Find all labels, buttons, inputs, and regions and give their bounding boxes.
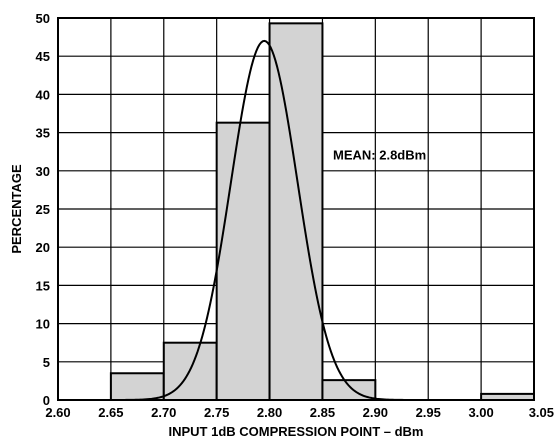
y-tick-labels: 0 5 10 15 20 25 30 35 40 45 50 xyxy=(36,11,50,408)
x-tick-label: 2.70 xyxy=(151,405,176,420)
y-tick-label: 30 xyxy=(36,164,50,179)
y-tick-label: 25 xyxy=(36,202,50,217)
x-axis-label: INPUT 1dB COMPRESSION POINT – dBm xyxy=(169,424,424,439)
x-tick-label: 2.75 xyxy=(204,405,229,420)
x-tick-label: 2.65 xyxy=(98,405,123,420)
mean-annotation: MEAN: 2.8dBm xyxy=(333,147,426,162)
histogram-bars xyxy=(109,22,536,402)
x-tick-label: 3.00 xyxy=(468,405,493,420)
y-tick-label: 20 xyxy=(36,240,50,255)
y-tick-label: 45 xyxy=(36,49,50,64)
y-tick-label: 5 xyxy=(43,355,50,370)
histogram-bar xyxy=(215,121,271,401)
histogram-bar xyxy=(268,22,324,402)
y-tick-label: 35 xyxy=(36,126,50,141)
x-tick-labels: 2.60 2.65 2.70 2.75 2.80 2.85 2.90 2.95 3.00 3.05 xyxy=(45,405,554,420)
y-tick-label: 0 xyxy=(43,393,50,408)
plot-frame xyxy=(57,17,535,401)
y-tick-label: 50 xyxy=(36,11,50,26)
x-tick-label: 2.90 xyxy=(363,405,388,420)
x-tick-label: 2.95 xyxy=(416,405,441,420)
x-tick-label: 2.85 xyxy=(310,405,335,420)
y-tick-label: 15 xyxy=(36,278,50,293)
y-tick-label: 40 xyxy=(36,87,50,102)
x-tick-label: 2.80 xyxy=(257,405,282,420)
x-tick-label: 2.60 xyxy=(45,405,70,420)
y-axis-label: PERCENTAGE xyxy=(9,164,24,254)
histogram-bar xyxy=(109,372,165,402)
y-tick-label: 10 xyxy=(36,317,50,332)
x-tick-label: 3.05 xyxy=(529,405,554,420)
